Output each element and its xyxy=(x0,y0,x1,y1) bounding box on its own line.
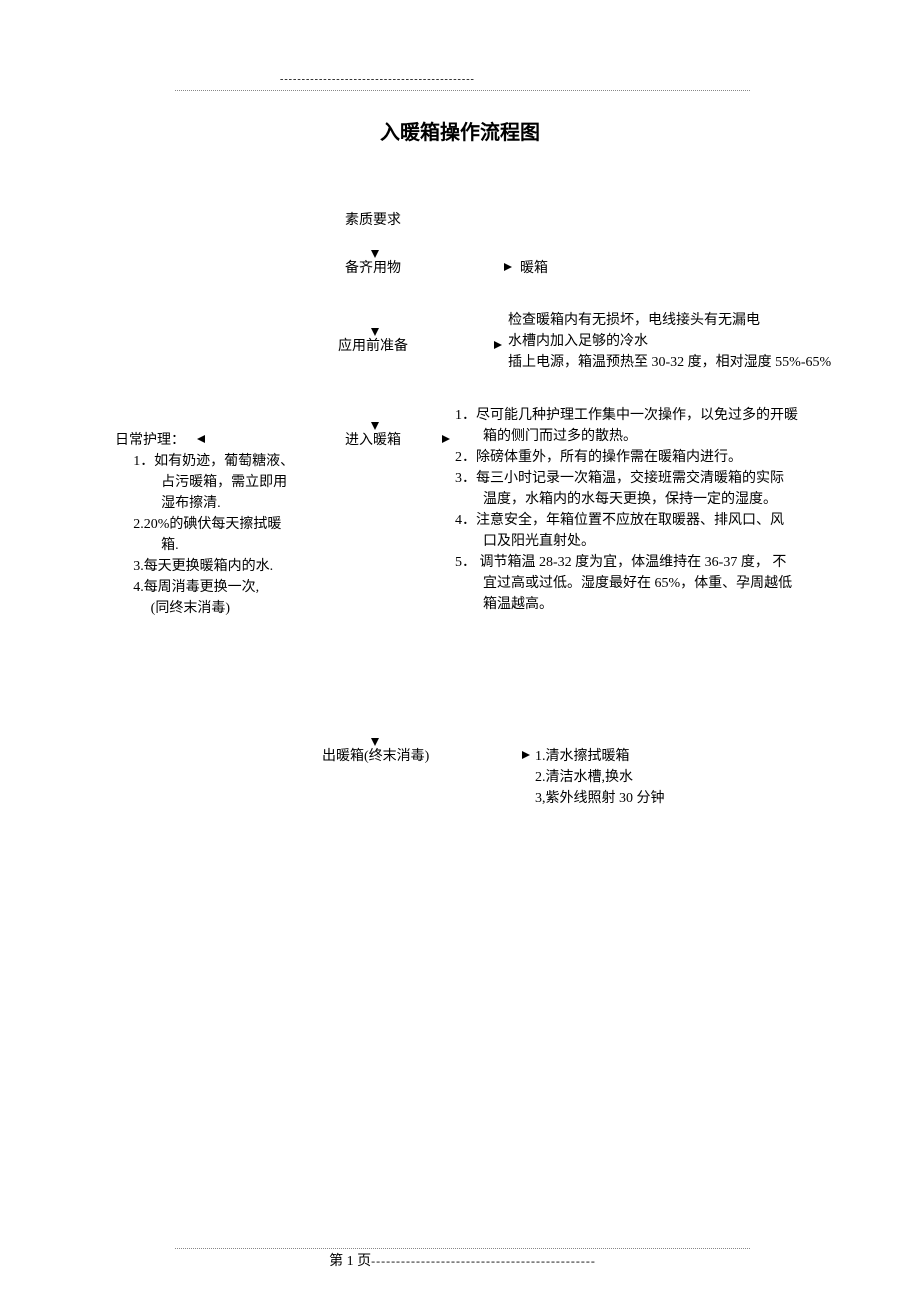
node-exit: 出暖箱(终末消毒) xyxy=(322,746,429,767)
preuse-item: 插上电源，箱温预热至 30-32 度，相对湿度 55%-65% xyxy=(508,352,831,373)
arrow-down-3 xyxy=(370,357,380,430)
node-enter: 进入暖箱 xyxy=(345,430,401,451)
preuse-item: 检查暖箱内有无损坏，电线接头有无漏电 xyxy=(508,310,831,331)
enter-item: 5． 调节箱温 28-32 度为宜，体温维持在 36-37 度， 不 xyxy=(455,552,885,573)
header-dashes: ----------------------------------------… xyxy=(280,72,475,87)
enter-item: 4．注意安全，年箱位置不应放在取暖器、排风口、风 xyxy=(455,510,885,531)
enter-item: 箱温越高。 xyxy=(455,594,885,615)
enter-item: 口及阳光直射处。 xyxy=(455,531,885,552)
arrow-right-enter xyxy=(408,434,450,444)
daily-care-item: 3.每天更换暖箱内的水. xyxy=(115,556,340,577)
enter-item: 3．每三小时记录一次箱温，交接班需交清暖箱的实际 xyxy=(455,468,885,489)
arrow-right-preuse xyxy=(422,340,502,350)
arrow-left-enter xyxy=(197,434,342,444)
arrow-right-prepare xyxy=(408,262,512,272)
daily-care-item: 4.每周消毒更换一次, xyxy=(115,577,340,598)
enter-item: 2．除磅体重外，所有的操作需在暖箱内进行。 xyxy=(455,447,885,468)
node-warmer-box: 暖箱 xyxy=(520,258,548,279)
daily-care-item: 箱. xyxy=(115,535,340,556)
footer-dashes: ----------------------------------------… xyxy=(371,1254,596,1268)
exit-item: 2.清洁水槽,换水 xyxy=(535,767,665,788)
daily-care-item: 1．如有奶迹，葡萄糖液、 xyxy=(115,451,340,472)
enter-list: 1．尽可能几种护理工作集中一次操作，以免过多的开暖 箱的侧门而过多的散热。 2．… xyxy=(455,405,885,615)
page-root: ----------------------------------------… xyxy=(0,0,920,1302)
exit-item: 1.清水擦拭暖箱 xyxy=(535,746,665,767)
exit-list: 1.清水擦拭暖箱 2.清洁水槽,换水 3,紫外线照射 30 分钟 xyxy=(535,746,665,809)
daily-care-item: 2.20%的碘伏每天擦拭暖 xyxy=(115,514,340,535)
page-title: 入暖箱操作流程图 xyxy=(0,118,920,148)
node-preuse: 应用前准备 xyxy=(338,336,408,357)
daily-care-item: 湿布擦清. xyxy=(115,493,340,514)
arrow-down-1 xyxy=(370,228,380,258)
enter-item: 温度，水箱内的水每天更换，保持一定的湿度。 xyxy=(455,489,885,510)
arrow-down-2 xyxy=(370,279,380,336)
footer-rule: 第 1 页-----------------------------------… xyxy=(175,1248,750,1272)
node-prepare: 备齐用物 xyxy=(345,258,401,279)
header-rule: ----------------------------------------… xyxy=(175,70,750,91)
enter-item: 1．尽可能几种护理工作集中一次操作，以免过多的开暖 xyxy=(455,405,885,426)
preuse-list: 检查暖箱内有无损坏，电线接头有无漏电 水槽内加入足够的冷水 插上电源，箱温预热至… xyxy=(508,310,831,373)
enter-item: 宜过高或过低。湿度最好在 65%，体重、孕周越低 xyxy=(455,573,885,594)
preuse-item: 水槽内加入足够的冷水 xyxy=(508,331,831,352)
enter-item: 箱的侧门而过多的散热。 xyxy=(455,426,885,447)
arrow-right-exit xyxy=(445,750,530,760)
footer-page-label: 第 1 页 xyxy=(329,1254,371,1269)
exit-item: 3,紫外线照射 30 分钟 xyxy=(535,788,665,809)
daily-care-item: (同终末消毒) xyxy=(115,598,340,619)
arrow-down-4 xyxy=(370,451,380,746)
daily-care-item: 占污暖箱，需立即用 xyxy=(115,472,340,493)
daily-care-block: 日常护理： 1．如有奶迹，葡萄糖液、 占污暖箱，需立即用 湿布擦清. 2.20%… xyxy=(115,430,340,619)
